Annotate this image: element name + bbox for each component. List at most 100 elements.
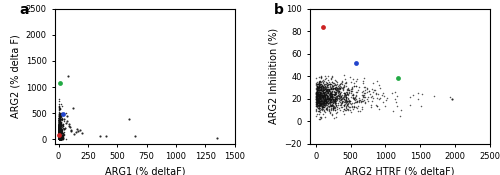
Point	[320, 82, 328, 85]
Point	[337, 96, 345, 99]
Point	[56, 115, 64, 117]
Point	[320, 89, 328, 92]
Point	[57, 136, 65, 139]
Point	[312, 105, 320, 108]
Point	[379, 101, 387, 104]
Point	[332, 93, 340, 96]
Point	[54, 114, 62, 117]
Point	[56, 123, 64, 125]
Point	[56, 136, 64, 139]
Point	[320, 102, 328, 105]
Point	[56, 130, 64, 132]
Point	[317, 83, 325, 85]
Point	[314, 109, 322, 112]
Point	[328, 103, 336, 106]
Point	[56, 134, 64, 137]
Point	[57, 134, 65, 137]
Point	[55, 136, 63, 138]
Point	[54, 136, 62, 139]
Point	[61, 126, 69, 129]
Point	[54, 137, 62, 140]
Point	[56, 128, 64, 131]
Point	[56, 134, 64, 136]
Point	[326, 104, 334, 107]
Point	[56, 135, 64, 138]
Point	[54, 138, 62, 141]
Point	[332, 99, 340, 102]
Point	[322, 102, 330, 104]
Point	[56, 130, 64, 132]
Point	[342, 94, 350, 97]
Point	[58, 130, 66, 133]
Point	[314, 107, 322, 110]
Point	[320, 100, 328, 103]
Point	[312, 98, 320, 101]
Point	[320, 116, 328, 118]
Point	[54, 138, 62, 140]
Point	[372, 104, 380, 107]
Point	[56, 132, 64, 135]
Point	[318, 84, 326, 87]
Point	[55, 134, 63, 136]
Point	[55, 123, 63, 126]
Point	[54, 130, 62, 132]
Point	[54, 127, 62, 130]
Point	[318, 94, 326, 97]
Point	[55, 103, 63, 106]
Point	[55, 130, 63, 132]
Point	[330, 106, 338, 109]
Point	[58, 117, 66, 120]
Point	[323, 96, 331, 99]
Point	[56, 130, 64, 133]
Point	[350, 98, 358, 101]
Point	[354, 91, 362, 93]
Point	[56, 132, 64, 135]
Point	[326, 92, 334, 95]
Point	[321, 87, 329, 89]
Point	[324, 88, 332, 91]
Point	[58, 136, 66, 139]
Point	[55, 136, 63, 139]
Point	[56, 131, 64, 133]
Point	[55, 134, 63, 137]
Point	[322, 89, 330, 92]
Point	[55, 129, 63, 131]
Point	[326, 101, 334, 104]
Point	[56, 136, 64, 139]
Point	[54, 132, 62, 134]
Point	[330, 83, 338, 85]
Point	[56, 137, 64, 140]
Point	[60, 131, 68, 134]
Point	[54, 135, 62, 138]
Point	[56, 137, 64, 140]
Point	[56, 138, 64, 141]
Point	[56, 137, 64, 140]
Point	[54, 135, 62, 138]
Point	[55, 136, 63, 138]
Point	[321, 99, 329, 101]
Point	[56, 129, 64, 132]
Point	[55, 134, 63, 136]
Point	[312, 107, 320, 110]
Point	[54, 130, 62, 133]
Point	[55, 132, 63, 135]
Point	[57, 134, 65, 137]
Point	[55, 131, 63, 133]
Point	[56, 132, 64, 135]
Point	[54, 104, 62, 107]
Point	[336, 95, 344, 98]
Point	[320, 89, 328, 92]
Point	[56, 136, 64, 139]
Point	[56, 132, 64, 135]
Point	[56, 137, 64, 140]
Point	[60, 128, 68, 130]
Point	[58, 132, 66, 135]
Point	[315, 99, 323, 101]
Point	[338, 97, 345, 100]
Point	[330, 101, 338, 103]
Point	[316, 97, 324, 100]
Point	[54, 129, 62, 131]
Point	[322, 99, 330, 101]
Point	[322, 85, 330, 87]
Point	[58, 135, 66, 138]
